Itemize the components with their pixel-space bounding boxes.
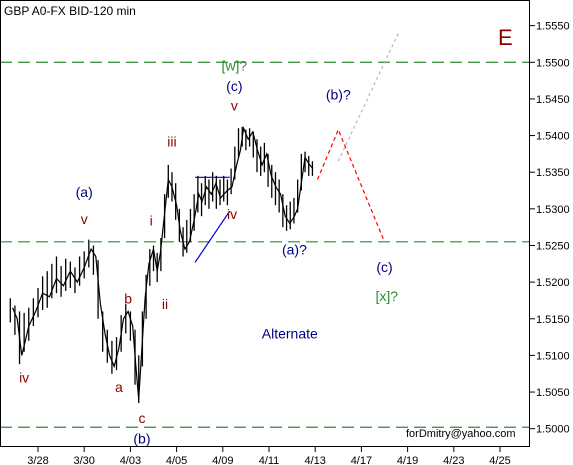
wave-label-6: (a): [76, 184, 93, 200]
plot-frame: [0, 0, 530, 447]
y-tick-label-7: 1.5300: [536, 204, 570, 216]
price-line: [12, 125, 314, 400]
wave-label-18: c: [138, 410, 145, 426]
x-tick-label-4: 4/05: [166, 455, 187, 465]
wave-label-11: (c): [376, 259, 392, 275]
y-tick-label-10: 1.5450: [536, 94, 570, 106]
wave-label-3: v: [231, 98, 238, 114]
x-tick-label-3: 4/03: [120, 455, 141, 465]
y-tick-label-1: 1.5000: [536, 424, 570, 436]
wave-label-19: (b): [133, 430, 150, 446]
x-tick-label-1: 3/28: [27, 455, 48, 465]
y-tick-label-3: 1.5100: [536, 350, 570, 362]
corner-label: E: [498, 25, 513, 50]
x-tick-label-5: 4/09: [212, 455, 233, 465]
x-tick-label-6: 4/11: [259, 455, 280, 465]
projection-main: [316, 128, 386, 243]
y-axis: 1.5000 1.5050 1.5100 1.5150 1.5200 1.5250 1.53…: [530, 21, 570, 436]
y-tick-label-2: 1.5050: [536, 387, 570, 399]
wave-label-12: [x]?: [376, 288, 399, 304]
triangle-lower-line: [194, 210, 231, 263]
x-tick-label-11: 4/25: [489, 455, 510, 465]
plot-area: [w]? (c) v (b)? iii (a) v i iv (a)? (c) [x]? b ii Alte…: [0, 32, 530, 446]
y-tick-label-5: 1.5200: [536, 277, 570, 289]
y-tick-label-11: 1.5500: [536, 57, 570, 69]
wave-label-5: iii: [167, 134, 176, 150]
wave-label-13: b: [124, 290, 132, 306]
x-tick-label-9: 4/19: [397, 455, 418, 465]
wave-label-1: [w]?: [222, 57, 248, 73]
y-tick-label-9: 1.5400: [536, 131, 570, 143]
wave-label-15: Alternate: [262, 326, 318, 342]
chart-title: GBP A0-FX BID-120 min: [4, 4, 136, 18]
y-tick-label-4: 1.5150: [536, 314, 570, 326]
footer-email: forDmitry@yahoo.com: [406, 428, 516, 440]
y-tick-label-6: 1.5250: [536, 240, 570, 252]
x-tick-label-10: 4/23: [443, 455, 464, 465]
wave-label-16: iv: [19, 370, 29, 386]
x-axis: 3/28 3/30 4/03 4/05 4/09 4/11 4/13 4/17 4/19 4/23…: [27, 447, 511, 465]
x-tick-label-2: 3/30: [73, 455, 94, 465]
y-tick-label-12: 1.5550: [536, 21, 570, 33]
wave-label-9: iv: [227, 206, 237, 222]
wave-label-17: a: [115, 379, 123, 395]
wave-label-8: i: [150, 213, 153, 229]
wave-label-2: (c): [226, 78, 242, 94]
x-tick-label-8: 4/17: [351, 455, 372, 465]
wave-label-10: (a)?: [282, 241, 307, 257]
wave-label-4: (b)?: [326, 87, 351, 103]
wave-label-14: ii: [162, 296, 168, 312]
y-tick-label-8: 1.5350: [536, 167, 570, 179]
x-tick-label-7: 4/13: [304, 455, 325, 465]
wave-label-7: v: [81, 211, 88, 227]
